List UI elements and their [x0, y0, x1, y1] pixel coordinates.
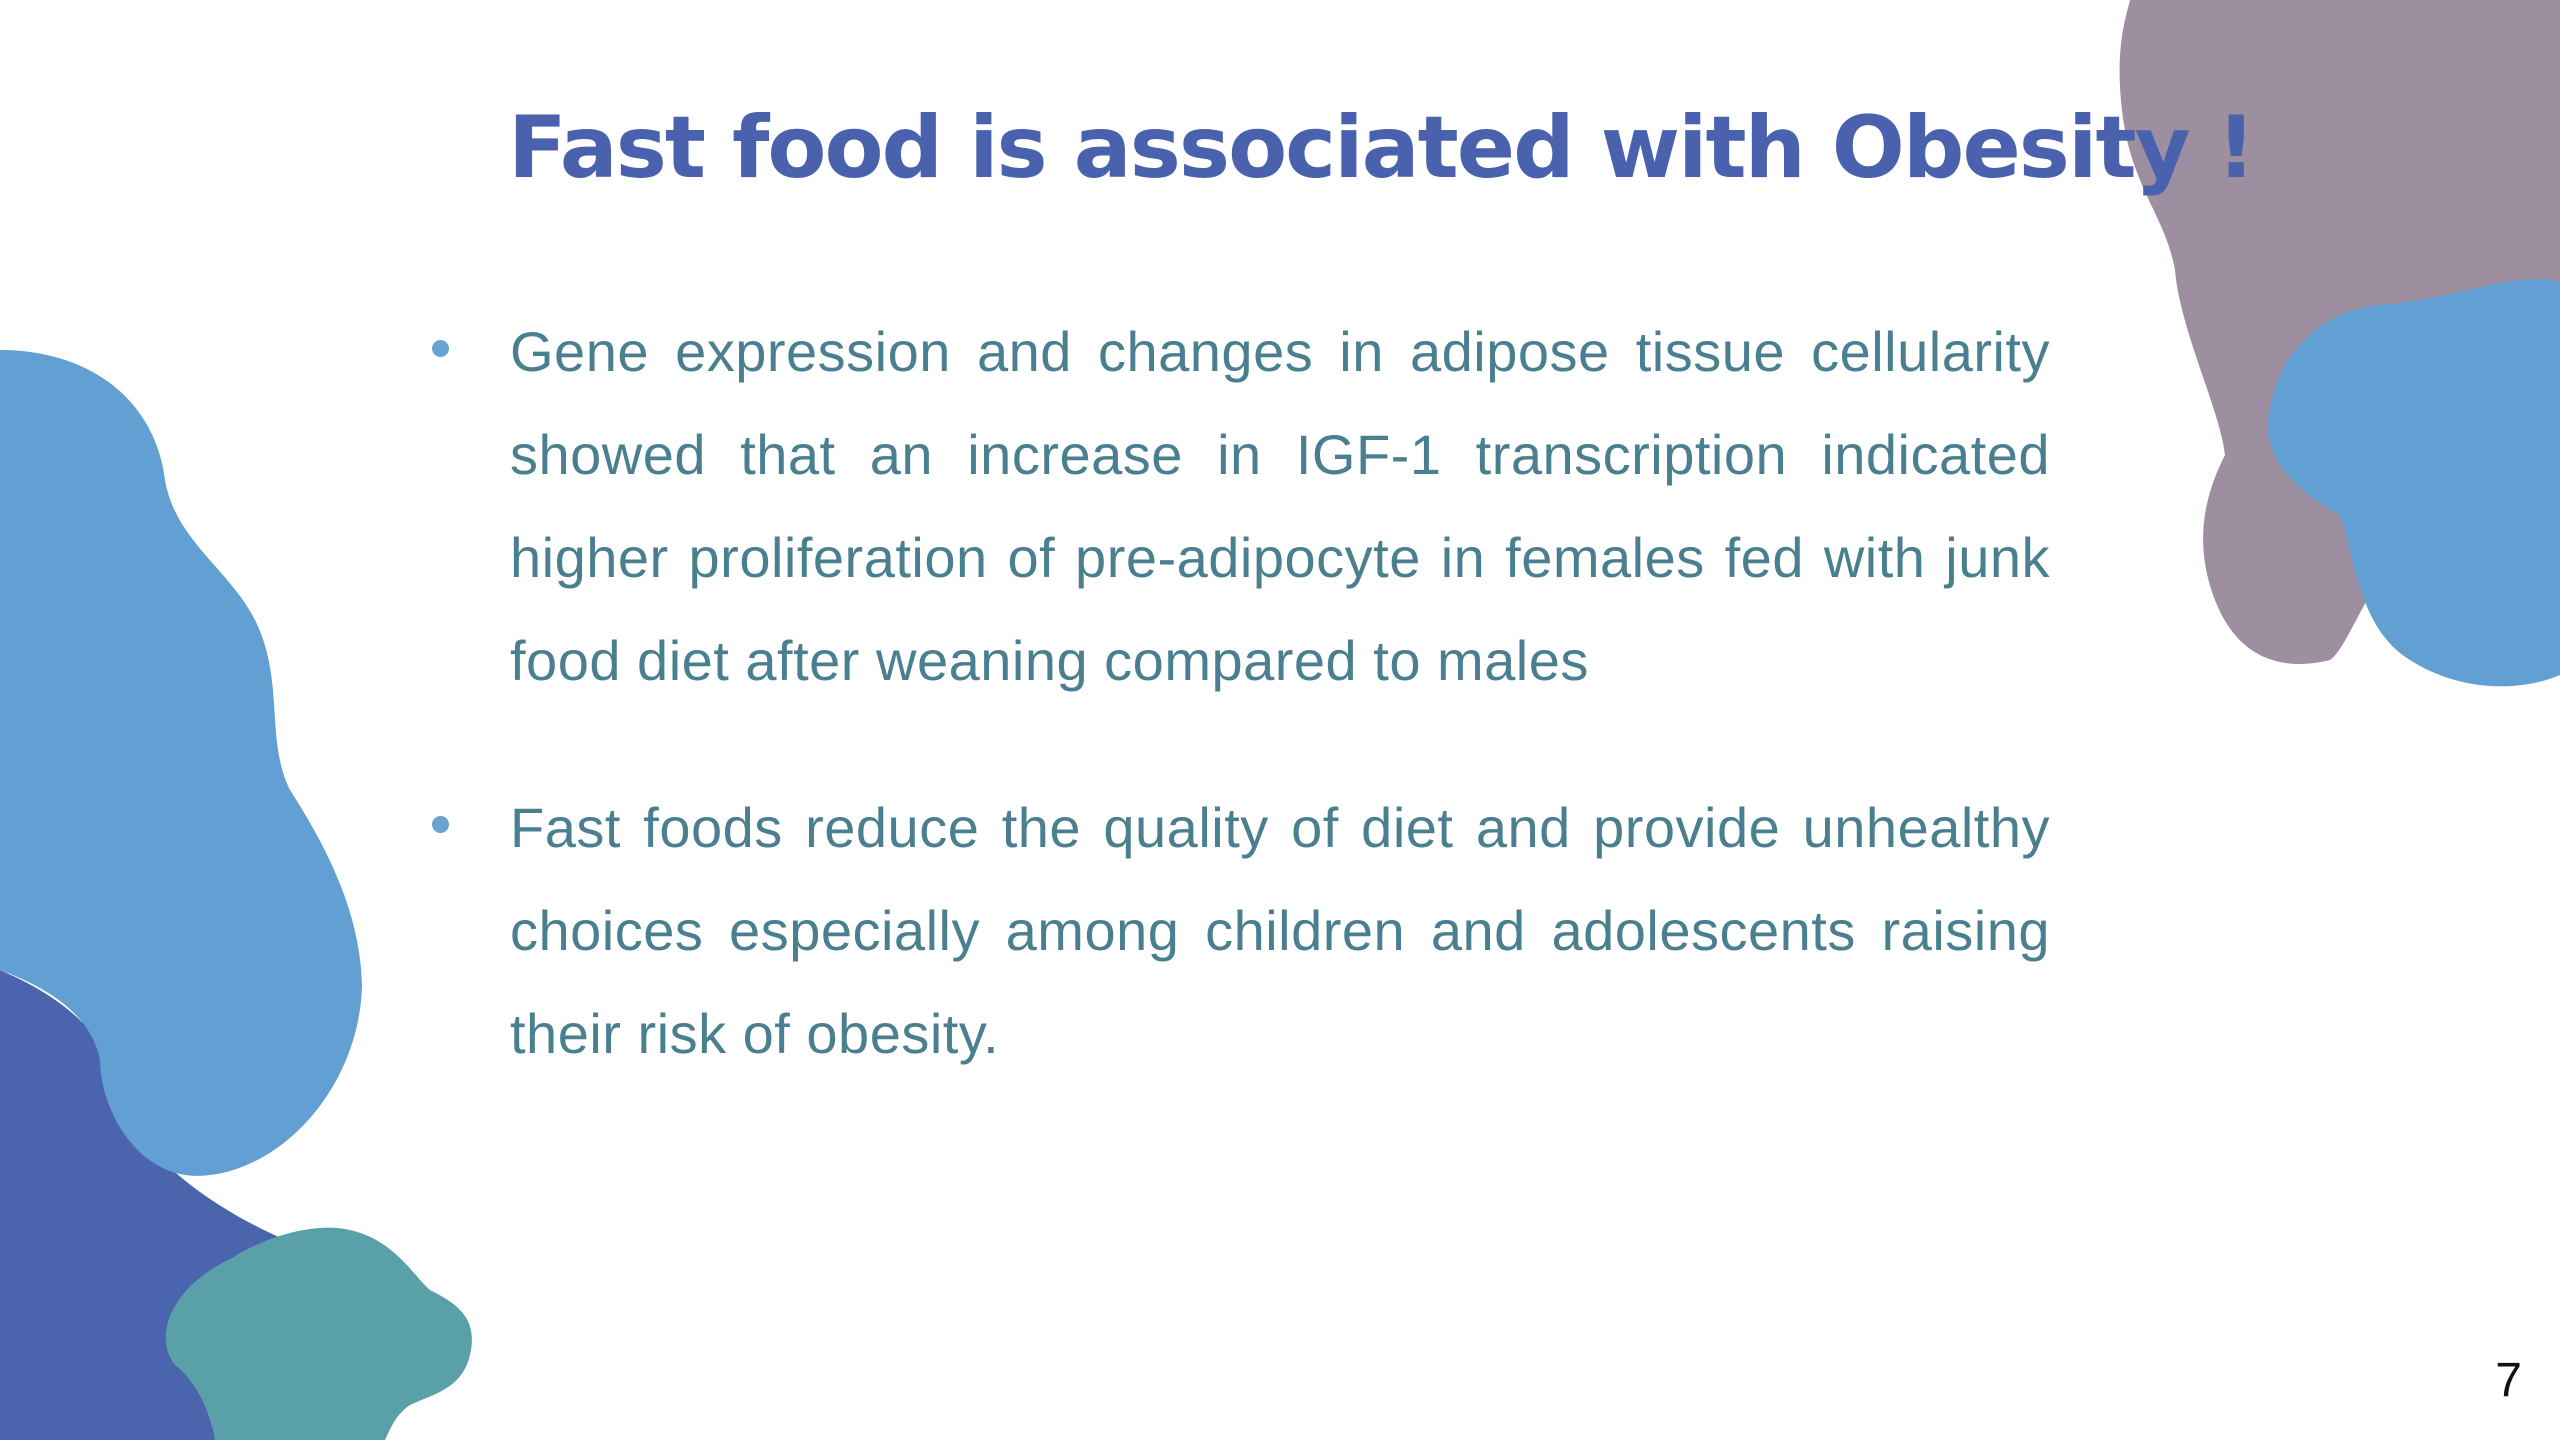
- bullet-list: Gene expression and changes in adipose t…: [420, 300, 2050, 1149]
- slide-title: Fast food is associated with Obesity !: [508, 98, 2256, 198]
- page-number: 7: [2495, 1354, 2522, 1407]
- blob-teal: [165, 1227, 472, 1440]
- bullet-text: Fast foods reduce the quality of diet an…: [510, 796, 2050, 1065]
- bullet-text: Gene expression and changes in adipose t…: [510, 320, 2050, 692]
- blob-light-blue-left: [0, 350, 362, 1176]
- bullet-dot-icon: [432, 816, 449, 833]
- bullet-item: Fast foods reduce the quality of diet an…: [420, 776, 2050, 1085]
- bullet-dot-icon: [432, 340, 449, 357]
- bullet-item: Gene expression and changes in adipose t…: [420, 300, 2050, 712]
- blob-light-blue-right: [2267, 279, 2560, 687]
